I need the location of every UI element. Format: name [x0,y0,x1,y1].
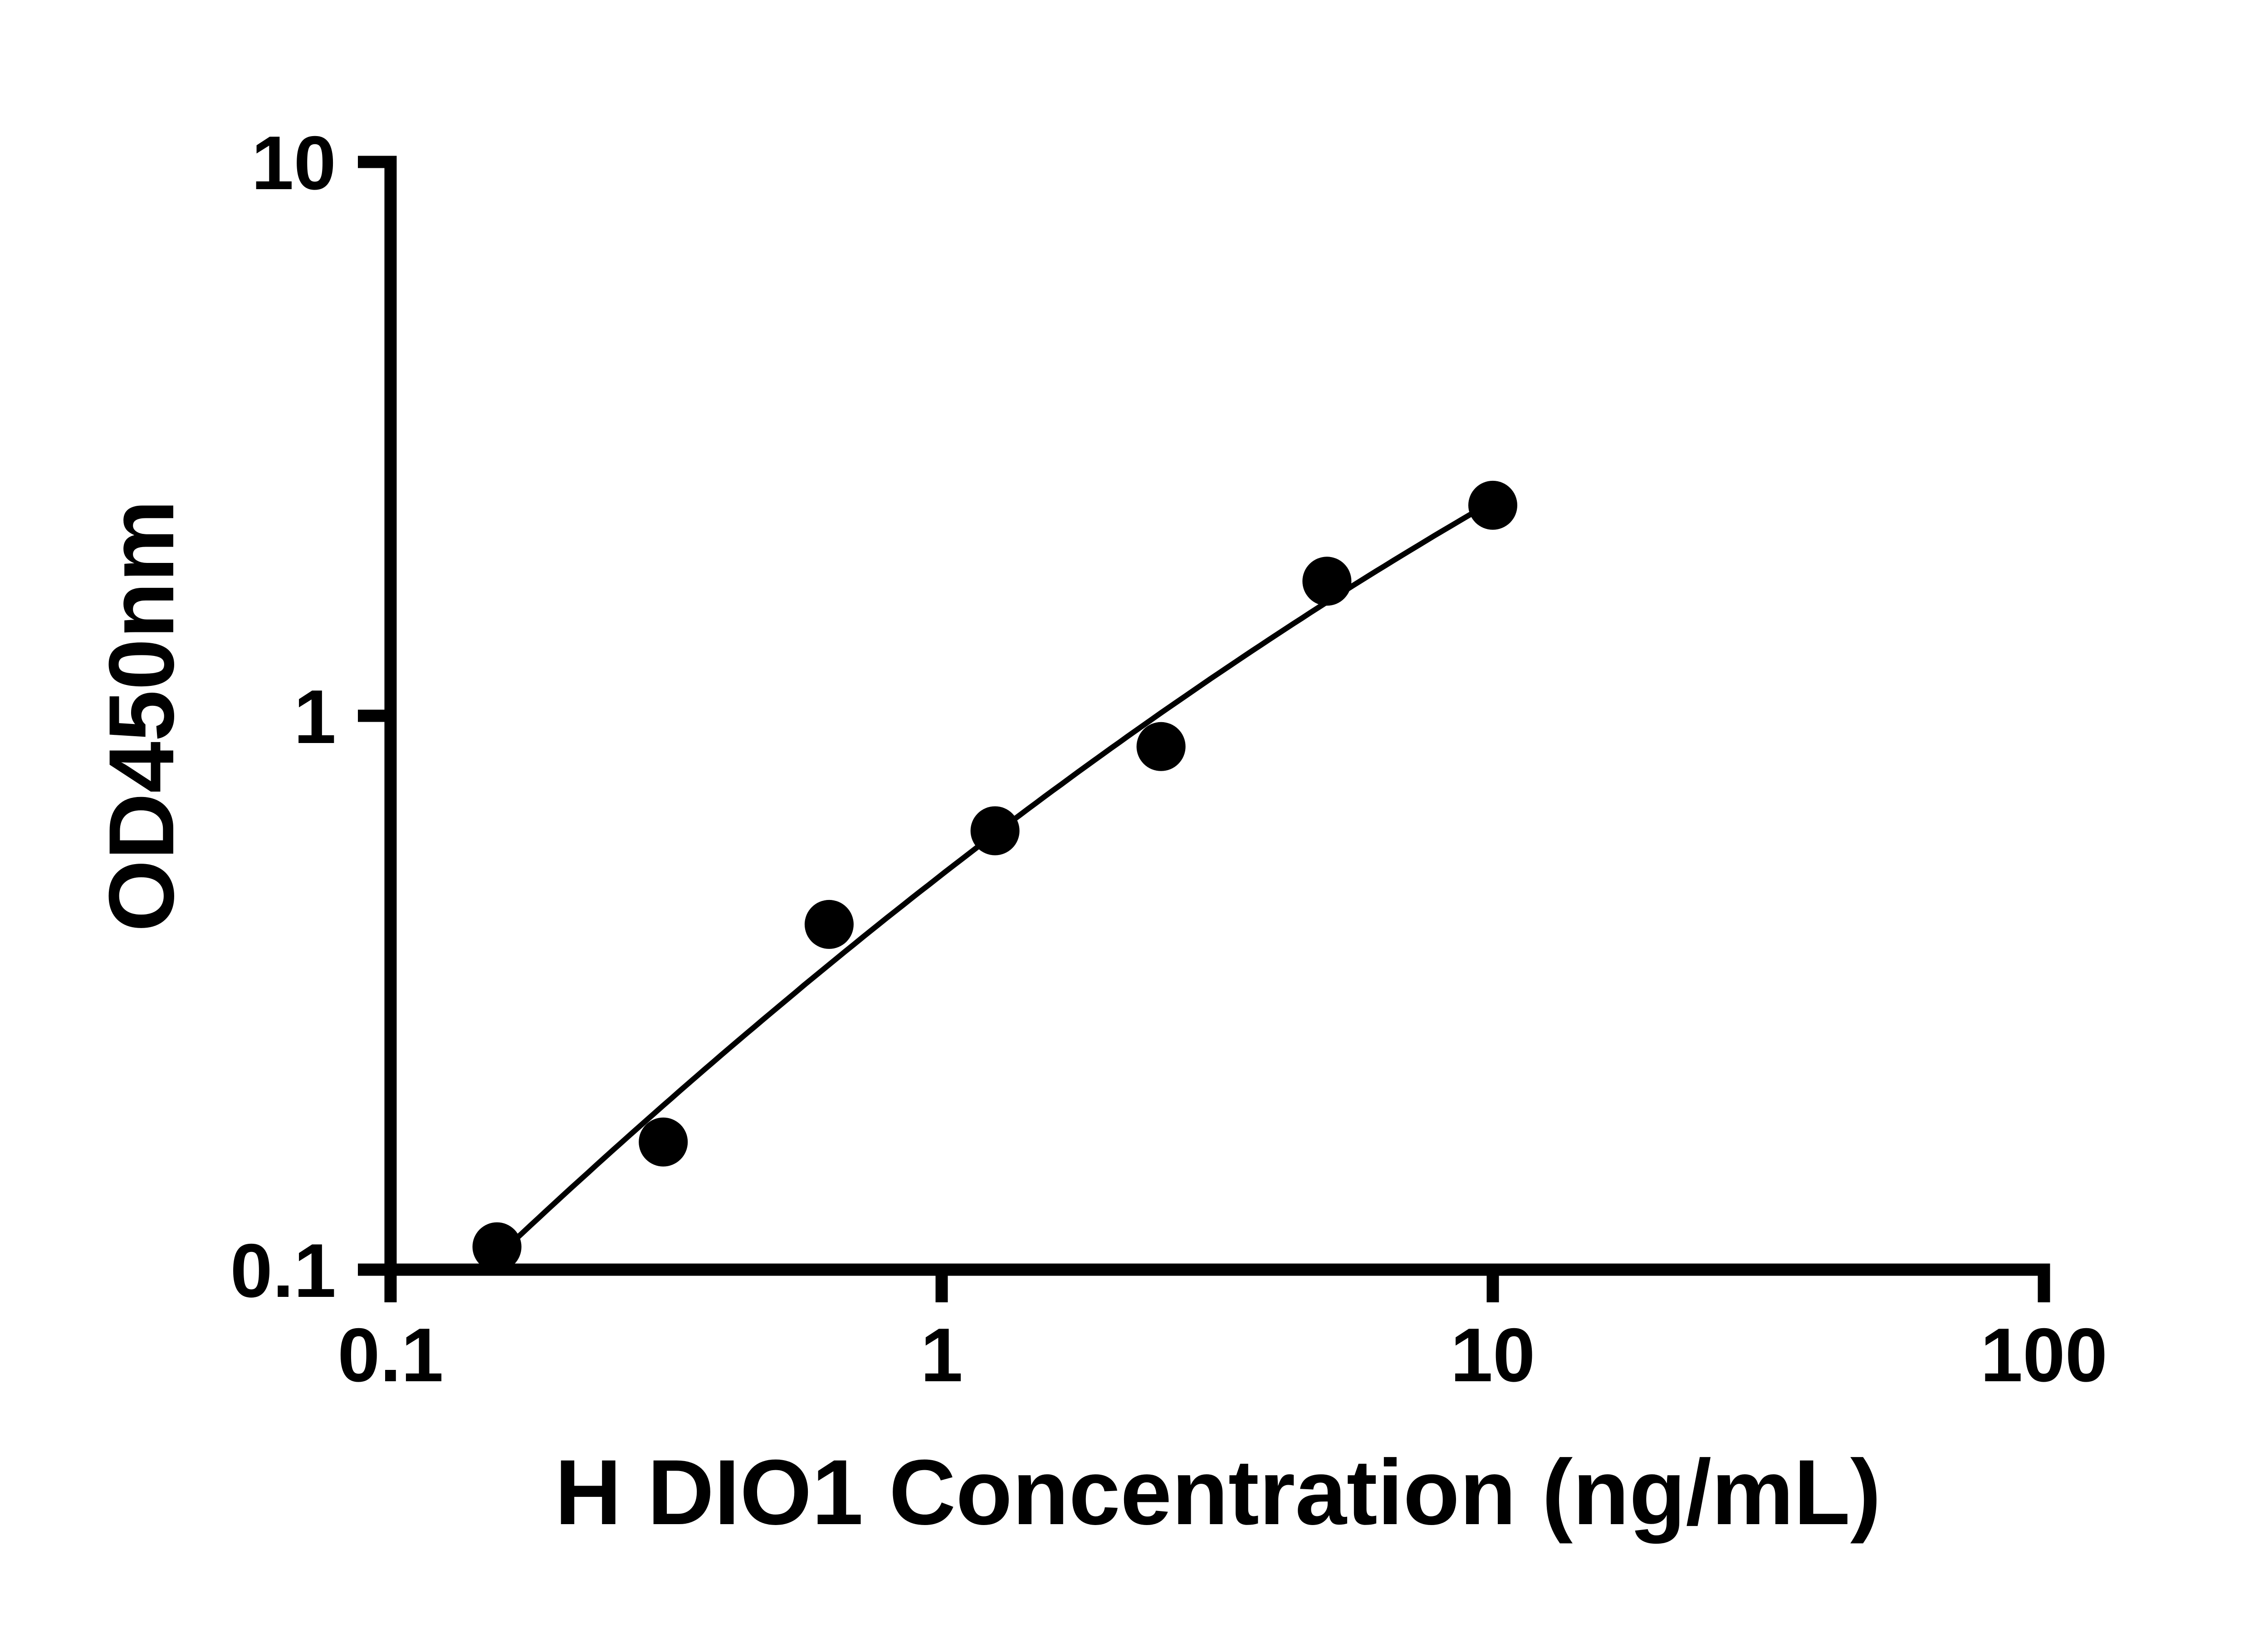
data-point [970,806,1020,856]
y-axis-title: OD450nm [90,500,193,932]
x-axis-title: H DIO1 Concentration (ng/mL) [555,1441,1881,1544]
data-point [472,1222,522,1271]
data-point [1468,480,1517,530]
data-point [1302,557,1352,606]
y-tick-label: 1 [294,674,336,759]
x-tick-label: 0.1 [337,1312,444,1398]
y-tick-label: 0.1 [230,1228,336,1313]
x-tick-label: 100 [1980,1312,2107,1398]
x-tick-label: 10 [1451,1312,1535,1398]
x-tick-label: 1 [920,1312,963,1398]
y-tick-label: 10 [251,120,336,205]
data-point [1136,722,1186,771]
data-point [639,1117,688,1167]
data-point [804,900,854,949]
